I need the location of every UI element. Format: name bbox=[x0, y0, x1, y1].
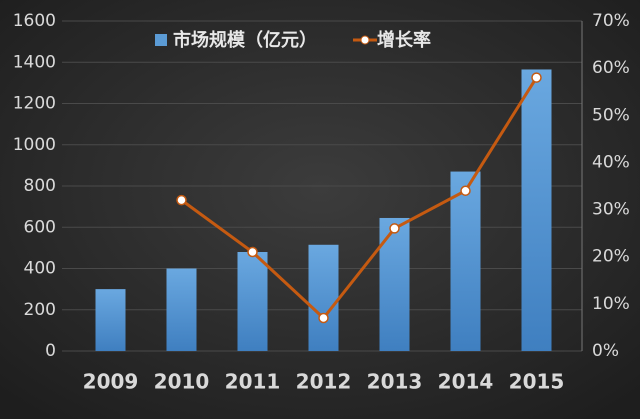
line-point bbox=[318, 312, 329, 324]
y-tick-label: 1000 bbox=[13, 135, 56, 155]
bar bbox=[450, 171, 481, 351]
x-tick-label: 2012 bbox=[296, 370, 352, 394]
y-tick-label: 400 bbox=[24, 259, 56, 279]
line-point bbox=[460, 185, 471, 196]
legend-swatch bbox=[155, 34, 167, 46]
x-tick-label: 2013 bbox=[367, 370, 423, 394]
bar bbox=[379, 217, 410, 351]
y-tick-label: 800 bbox=[24, 176, 56, 196]
y-tick-label: 200 bbox=[24, 300, 56, 320]
y2-tick-label: 70% bbox=[592, 11, 630, 31]
x-tick-label: 2015 bbox=[509, 370, 565, 394]
x-tick-label: 2011 bbox=[225, 370, 281, 394]
y2-tick-label: 30% bbox=[592, 200, 630, 220]
y-tick-label: 1600 bbox=[13, 11, 56, 31]
y-tick-label: 1400 bbox=[13, 52, 56, 72]
line-point bbox=[176, 194, 187, 206]
y2-tick-label: 10% bbox=[592, 294, 630, 314]
legend-swatch bbox=[360, 35, 370, 45]
line-point bbox=[247, 246, 258, 258]
y2-tick-label: 40% bbox=[592, 152, 630, 172]
y2-tick-label: 60% bbox=[592, 58, 630, 78]
y-tick-label: 1200 bbox=[13, 94, 56, 114]
y-tick-label: 0 bbox=[45, 341, 56, 361]
y-tick-label: 600 bbox=[24, 217, 56, 237]
bar bbox=[521, 69, 552, 351]
x-tick-label: 2014 bbox=[438, 370, 494, 394]
legend-label: 市场规模（亿元） bbox=[173, 29, 317, 51]
x-tick-label: 2010 bbox=[154, 370, 210, 394]
y2-tick-label: 20% bbox=[592, 247, 630, 267]
line bbox=[180, 76, 538, 321]
bar bbox=[95, 289, 126, 351]
x-tick-label: 2009 bbox=[83, 370, 139, 394]
bar bbox=[237, 252, 268, 351]
line-point bbox=[531, 72, 542, 83]
y2-tick-label: 50% bbox=[592, 105, 630, 125]
line-point bbox=[389, 223, 400, 234]
legend-label: 增长率 bbox=[377, 29, 431, 51]
bar bbox=[166, 268, 197, 351]
y2-tick-label: 0% bbox=[592, 341, 619, 361]
bar bbox=[308, 244, 339, 351]
